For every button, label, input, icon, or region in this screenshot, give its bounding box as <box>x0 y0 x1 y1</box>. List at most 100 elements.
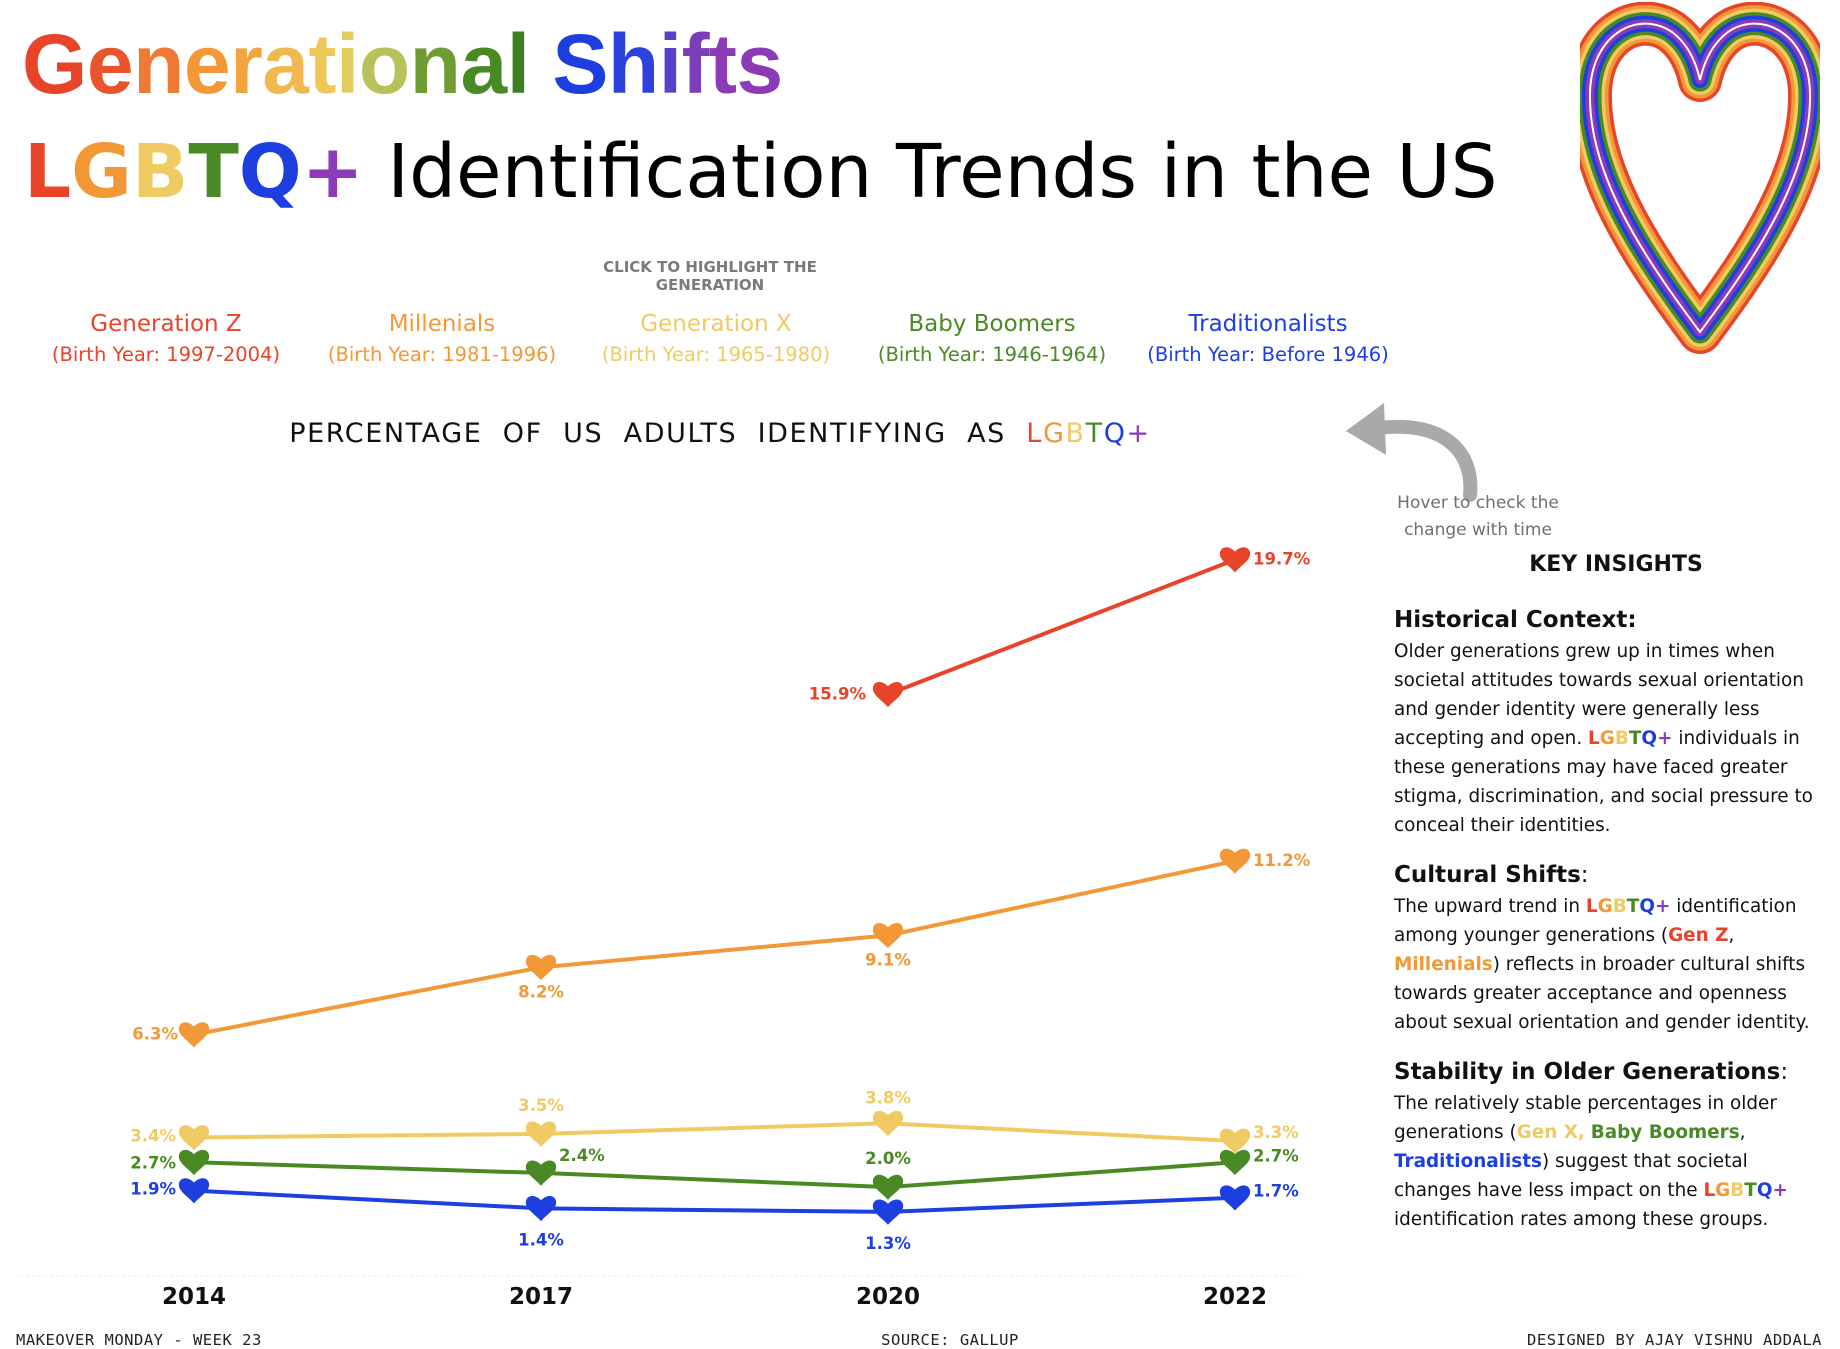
legend-name: Millenials <box>388 311 496 337</box>
data-label: 3.8% <box>865 1088 911 1107</box>
data-point-heart[interactable] <box>525 1195 557 1222</box>
data-point-heart[interactable] <box>872 1174 904 1200</box>
data-point-heart[interactable] <box>1219 547 1251 573</box>
body-text: The relatively stable percentages in old… <box>1394 1093 1777 1143</box>
data-point-heart[interactable] <box>178 1022 210 1048</box>
insight-body-historical: Older generations grew up in times when … <box>1394 637 1814 840</box>
subtitle-text: Identification Trends in the US <box>363 129 1498 215</box>
data-point-heart[interactable] <box>872 1199 904 1225</box>
heading-colon: : <box>1627 607 1637 633</box>
series-line-baby-boomers[interactable] <box>193 1160 1236 1190</box>
heading-text: Cultural Shifts <box>1394 862 1581 888</box>
heart-band <box>1588 22 1812 334</box>
data-point-heart[interactable] <box>178 1149 210 1176</box>
series-line-generation-x[interactable] <box>193 1121 1236 1144</box>
data-point-heart[interactable] <box>872 1110 904 1137</box>
data-label: 1.9% <box>130 1180 176 1199</box>
title-shifts: Shifts <box>552 17 783 111</box>
click-hint: CLICK TO HIGHLIGHT THE GENERATION <box>603 258 817 294</box>
data-label: 2.0% <box>865 1149 911 1168</box>
footer-source: SOURCE: GALLUP <box>881 1331 1019 1349</box>
legend-name: Baby Boomers <box>908 311 1076 337</box>
data-point-heart[interactable] <box>178 1178 210 1204</box>
page-subtitle: LGBTQ+ Identification Trends in the US <box>24 122 1498 222</box>
millenials-ref: Millenials <box>1394 954 1493 975</box>
heading-colon: : <box>1580 862 1589 888</box>
legend-birth-years: (Birth Year: Before 1946) <box>1147 343 1389 366</box>
data-point-heart[interactable] <box>1219 848 1251 874</box>
footer-week: MAKEOVER MONDAY - WEEK 23 <box>16 1331 262 1349</box>
gen-x-ref: Gen X, <box>1516 1122 1585 1143</box>
data-label: 1.3% <box>865 1234 911 1253</box>
heading-colon: : <box>1780 1059 1789 1085</box>
gen-z-ref: Gen Z <box>1668 925 1729 946</box>
legend-item-millenials[interactable]: Millenials (Birth Year: 1981-1996) <box>302 308 582 370</box>
curved-arrow-icon <box>1346 403 1478 502</box>
heading-text: Historical Context <box>1394 607 1628 633</box>
body-text: ) suggest that societal changes have les… <box>1394 1151 1748 1201</box>
data-point-heart[interactable] <box>525 1160 557 1186</box>
chart-title-text: PERCENTAGE OF US ADULTS IDENTIFYING AS <box>289 418 1027 449</box>
legend-birth-years: (Birth Year: 1946-1964) <box>877 343 1107 366</box>
subtitle-lgbtq: LGBTQ+ <box>24 129 364 215</box>
data-point-heart[interactable] <box>872 923 904 949</box>
comma: , <box>1728 925 1735 946</box>
traditionalists-ref: Traditionalists <box>1394 1151 1542 1172</box>
legend-item-traditionalists[interactable]: Traditionalists (Birth Year: Before 1946… <box>1128 308 1408 370</box>
legend-item-generation-z[interactable]: Generation Z (Birth Year: 1997-2004) <box>26 308 306 370</box>
data-label: 3.3% <box>1253 1123 1299 1142</box>
hover-hint: Hover to check the change with time <box>1397 493 1559 540</box>
lgbtq-rainbow-text: LGBTQ+ <box>1588 728 1673 749</box>
line-chart: 1.9% 1.4% 1.3% 1.7% 2.7% 2.4% 2.0% 2.7% 3.4% 3.5%… <box>20 547 1311 1310</box>
data-label: 2.4% <box>559 1146 605 1165</box>
legend-item-generation-x[interactable]: Generation X (Birth Year: 1965-1980) <box>576 308 856 370</box>
data-point-heart[interactable] <box>525 1121 557 1147</box>
x-tick-label: 2022 <box>1203 1284 1267 1310</box>
data-label: 6.3% <box>132 1025 178 1044</box>
data-label: 15.9% <box>809 684 867 703</box>
lgbtq-rainbow-text: LGBTQ+ <box>1703 1180 1788 1201</box>
data-point-heart[interactable] <box>525 954 557 981</box>
x-tick-label: 2017 <box>509 1284 573 1310</box>
data-point-heart[interactable] <box>872 681 904 708</box>
legend-name: Traditionalists <box>1188 311 1348 337</box>
data-label: 1.4% <box>518 1230 564 1249</box>
insight-heading-stability: Stability in Older Generations: <box>1394 1059 1814 1085</box>
data-label: 19.7% <box>1253 550 1311 569</box>
data-label: 2.7% <box>1253 1146 1299 1165</box>
legend-birth-years: (Birth Year: 1981-1996) <box>327 343 557 366</box>
key-insights-panel: KEY INSIGHTS Historical Context: Older g… <box>1394 552 1814 1256</box>
data-point-heart[interactable] <box>178 1125 210 1151</box>
chart-title-lgbtq: LGBTQ+ <box>1026 418 1151 449</box>
series-line-millenials[interactable] <box>193 859 1236 1037</box>
heading-text: Stability in Older Generations <box>1394 1059 1781 1085</box>
body-text: identification among younger generations… <box>1394 896 1797 946</box>
data-point-heart[interactable] <box>1219 1185 1251 1211</box>
data-label: 1.7% <box>1253 1182 1299 1201</box>
data-label: 11.2% <box>1253 851 1311 870</box>
body-text: Older generations grew up in times when … <box>1394 641 1804 749</box>
data-label: 2.7% <box>130 1153 176 1172</box>
boomers-ref: Baby Boomers <box>1590 1122 1740 1143</box>
lgbtq-rainbow-text: LGBTQ+ <box>1585 896 1671 917</box>
legend-birth-years: (Birth Year: 1997-2004) <box>51 343 281 366</box>
insight-body-cultural: The upward trend in LGBTQ+ identificatio… <box>1394 892 1814 1037</box>
body-text: individuals in these generations may hav… <box>1394 728 1813 836</box>
x-tick-label: 2014 <box>162 1284 226 1310</box>
insight-body-stability: The relatively stable percentages in old… <box>1394 1089 1814 1234</box>
x-tick-label: 2020 <box>856 1284 920 1310</box>
data-point-heart[interactable] <box>1219 1128 1251 1154</box>
body-text: The upward trend in <box>1394 896 1586 917</box>
series-line-generation-z[interactable] <box>887 557 1236 697</box>
series-line-traditionalists[interactable] <box>193 1188 1236 1214</box>
body-text: ) reflects in broader cultural shifts to… <box>1394 954 1810 1033</box>
data-label: 9.1% <box>865 950 911 969</box>
legend-birth-years: (Birth Year: 1965-1980) <box>601 343 831 366</box>
legend-name: Generation Z <box>90 311 242 337</box>
title-generational: Generational <box>22 17 530 111</box>
data-point-heart[interactable] <box>1219 1149 1251 1176</box>
chart-title: PERCENTAGE OF US ADULTS IDENTIFYING AS L… <box>240 418 1200 449</box>
comma: , <box>1739 1122 1746 1143</box>
legend-item-baby-boomers[interactable]: Baby Boomers (Birth Year: 1946-1964) <box>852 308 1132 370</box>
page-title: Generational Shifts <box>22 14 783 114</box>
